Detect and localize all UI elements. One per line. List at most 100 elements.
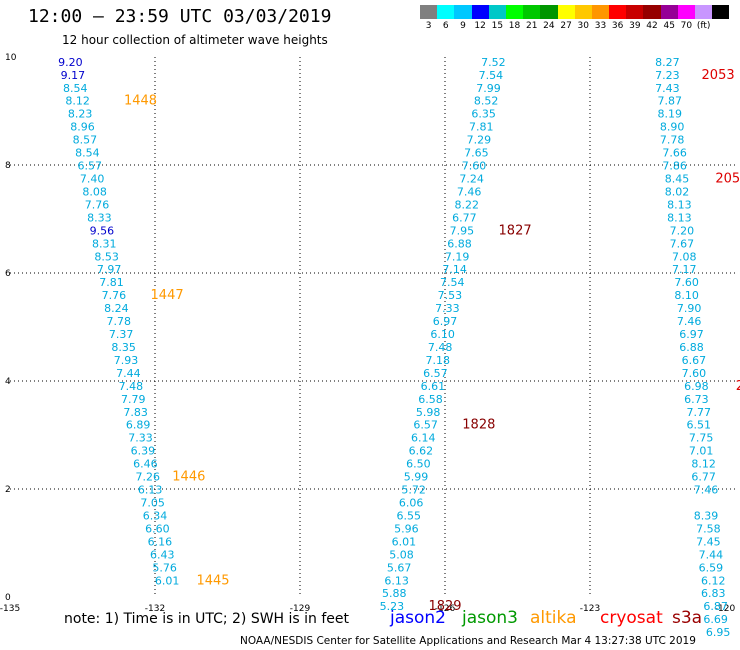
- wave-height-label: 7.52: [481, 56, 506, 69]
- wave-height-label: 6.51: [687, 419, 712, 432]
- wave-height-label: 6.06: [399, 497, 424, 510]
- wave-height-label: 8.12: [65, 95, 90, 108]
- wave-height-label: 8.90: [660, 121, 685, 134]
- wave-height-label: 7.20: [670, 224, 695, 237]
- wave-height-label: 7.46: [457, 185, 482, 198]
- legend-swatch: [454, 5, 472, 19]
- legend-tick-label: 39: [629, 21, 641, 31]
- wave-height-label: 6.57: [78, 160, 103, 173]
- legend-tick-label: 18: [508, 21, 521, 31]
- wave-height-label: 5.23: [380, 600, 405, 613]
- wave-height-label: 7.83: [123, 406, 148, 419]
- wave-height-label: 7.43: [655, 82, 680, 95]
- x-axis-label: -120: [715, 604, 736, 614]
- legend-tick-label: 45: [663, 21, 675, 31]
- legend-swatch: [488, 5, 506, 19]
- wave-height-label: 8.02: [665, 185, 690, 198]
- x-axis-label: -135: [0, 604, 20, 614]
- wave-height-label: 7.29: [467, 134, 492, 147]
- note-text: note: 1) Time is in UTC; 2) SWH is in fe…: [64, 611, 350, 627]
- wave-height-label: 7.60: [462, 160, 487, 173]
- wave-height-label: 6.95: [706, 626, 731, 639]
- wave-height-label: 6.98: [684, 380, 709, 393]
- wave-height-label: 8.33: [87, 211, 112, 224]
- wave-height-label: 7.99: [476, 82, 501, 95]
- color-legend: 3 6 9 12 15 18 21 24 27 30 33 36 39 42 45 70 (ft): [420, 5, 730, 35]
- wave-height-label: 7.54: [479, 69, 504, 82]
- legend-swatch: [660, 5, 678, 19]
- wave-height-label: 5.08: [389, 548, 414, 561]
- wave-height-label: 6.59: [699, 561, 724, 574]
- legend-ticks: 3 6 9 12 15 18 21 24 27 30 33 36 39 42 45 70 (ft): [420, 21, 730, 31]
- wave-height-label: 9.17: [61, 69, 86, 82]
- legend-tick-label: 36: [611, 21, 624, 31]
- time-label: 2: [736, 379, 740, 394]
- wave-height-label: 6.35: [471, 108, 496, 121]
- wave-height-label: 8.31: [92, 237, 117, 250]
- time-label: 205: [715, 172, 740, 187]
- legend-swatch: [557, 5, 575, 19]
- wave-height-label: 6.43: [150, 548, 175, 561]
- wave-height-label: 6.50: [406, 458, 431, 471]
- satellite-jason2: jason2: [390, 608, 446, 628]
- track-b: 7.527.547.998.526.357.817.297.657.607.24…: [380, 56, 532, 614]
- legend-tick-label: 33: [594, 21, 607, 31]
- wave-height-label: 7.95: [450, 224, 475, 237]
- legend-tick-label: (ft): [696, 21, 711, 31]
- wave-height-label: 5.72: [401, 484, 426, 497]
- wave-height-label: 6.88: [679, 341, 704, 354]
- y-axis-labels: 0 2 4 6 8 10: [5, 53, 17, 603]
- legend-tick-label: 24: [543, 21, 555, 31]
- legend-swatch: [643, 5, 661, 19]
- wave-height-label: 7.17: [672, 263, 697, 276]
- track-c: 8.277.237.437.878.198.907.787.667.868.45…: [655, 56, 740, 639]
- legend-swatch: [420, 5, 438, 19]
- wave-height-label: 6.77: [691, 471, 716, 484]
- wave-height-label: 7.08: [672, 250, 697, 263]
- legend-tick-label: 15: [491, 21, 504, 31]
- wave-height-label: 6.88: [447, 237, 472, 250]
- wave-height-label: 6.57: [423, 367, 448, 380]
- wave-height-label: 7.48: [428, 341, 453, 354]
- legend-swatch: [626, 5, 644, 19]
- wave-height-label: 6.13: [138, 484, 163, 497]
- x-axis-labels: -135 -132 -129 -126 -123 -120: [0, 604, 735, 614]
- wave-height-label: 8.57: [73, 134, 98, 147]
- legend-swatch: [677, 5, 695, 19]
- wave-height-label: 7.93: [114, 354, 139, 367]
- wave-height-label: 6.58: [418, 393, 443, 406]
- wave-height-label: 6.16: [148, 535, 173, 548]
- wave-height-label: 6.89: [126, 419, 151, 432]
- wave-height-label: 7.97: [97, 263, 122, 276]
- wave-height-label: 7.65: [464, 147, 489, 160]
- wave-height-label: 5.96: [394, 522, 419, 535]
- grid-lines: [10, 57, 735, 597]
- wave-height-label: 8.13: [667, 198, 692, 211]
- wave-height-label: 7.90: [677, 302, 702, 315]
- satellite-jason3: jason3: [462, 608, 518, 628]
- legend-tick-label: 21: [525, 21, 538, 31]
- wave-height-label: 8.24: [104, 302, 129, 315]
- wave-height-label: 5.88: [382, 587, 407, 600]
- wave-height-label: 7.67: [670, 237, 695, 250]
- legend-swatch: [695, 5, 713, 19]
- wave-height-label: 7.26: [136, 471, 161, 484]
- wave-height-label: 6.34: [143, 509, 168, 522]
- wave-height-label: 8.19: [658, 108, 683, 121]
- time-label: 1829: [428, 599, 461, 614]
- wave-height-label: 5.98: [416, 406, 441, 419]
- wave-height-label: 6.62: [409, 445, 434, 458]
- wave-height-label: 7.48: [119, 380, 144, 393]
- legend-swatch: [540, 5, 558, 19]
- wave-height-label: 7.87: [658, 95, 683, 108]
- wave-height-label: 7.60: [674, 276, 699, 289]
- wave-height-label: 8.27: [655, 56, 680, 69]
- wave-height-label: 8.23: [68, 108, 93, 121]
- wave-height-label: 8.22: [455, 198, 480, 211]
- wave-height-label: 7.46: [677, 315, 702, 328]
- wave-height-label: 6.13: [384, 574, 409, 587]
- wave-height-label: 6.83: [701, 587, 726, 600]
- wave-height-label: 7.81: [99, 276, 124, 289]
- legend-tick-label: 30: [577, 21, 589, 31]
